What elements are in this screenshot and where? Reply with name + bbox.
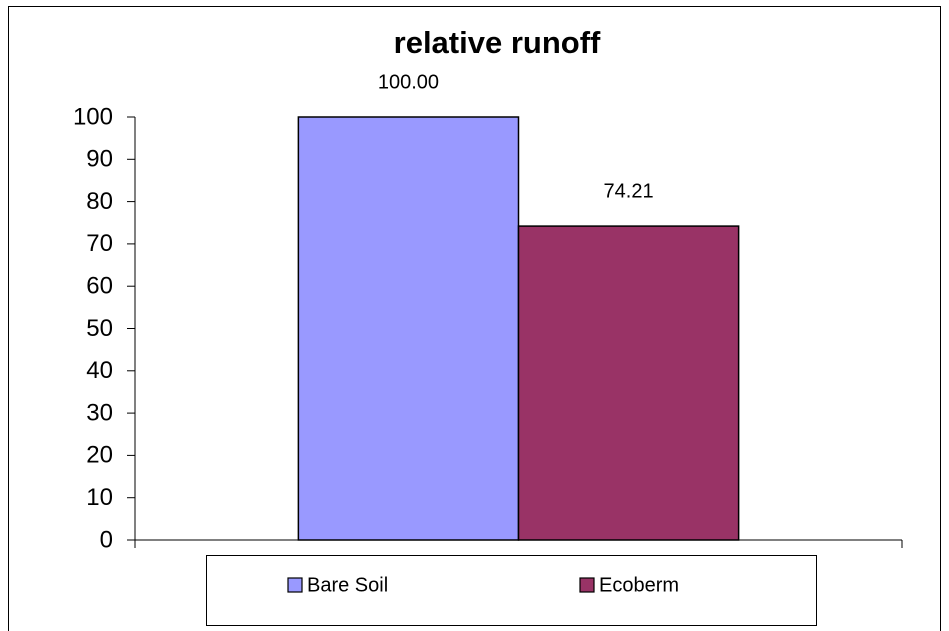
bar bbox=[297, 116, 520, 541]
y-tick-label: 40 bbox=[86, 357, 113, 384]
y-tick-label: 80 bbox=[86, 188, 113, 215]
y-tick-label: 60 bbox=[86, 273, 113, 300]
y-tick-label: 70 bbox=[86, 230, 113, 257]
y-tick-label: 90 bbox=[86, 146, 113, 173]
value-label: 100.00 bbox=[378, 71, 439, 93]
y-tick-label: 100 bbox=[73, 103, 113, 130]
y-tick-label: 50 bbox=[86, 315, 113, 342]
y-tick-label: 20 bbox=[86, 442, 113, 469]
legend-label: Bare Soil bbox=[307, 574, 388, 596]
legend-swatch bbox=[579, 577, 595, 593]
bar bbox=[517, 225, 740, 541]
y-tick-label: 30 bbox=[86, 399, 113, 426]
chart-title: relative runoff bbox=[394, 25, 601, 60]
legend-label: Ecoberm bbox=[599, 574, 679, 596]
legend-box bbox=[206, 555, 817, 626]
legend-swatch bbox=[287, 577, 303, 593]
value-label: 74.21 bbox=[604, 180, 654, 202]
y-tick-label: 10 bbox=[86, 484, 113, 511]
y-tick-label: 0 bbox=[100, 526, 113, 553]
